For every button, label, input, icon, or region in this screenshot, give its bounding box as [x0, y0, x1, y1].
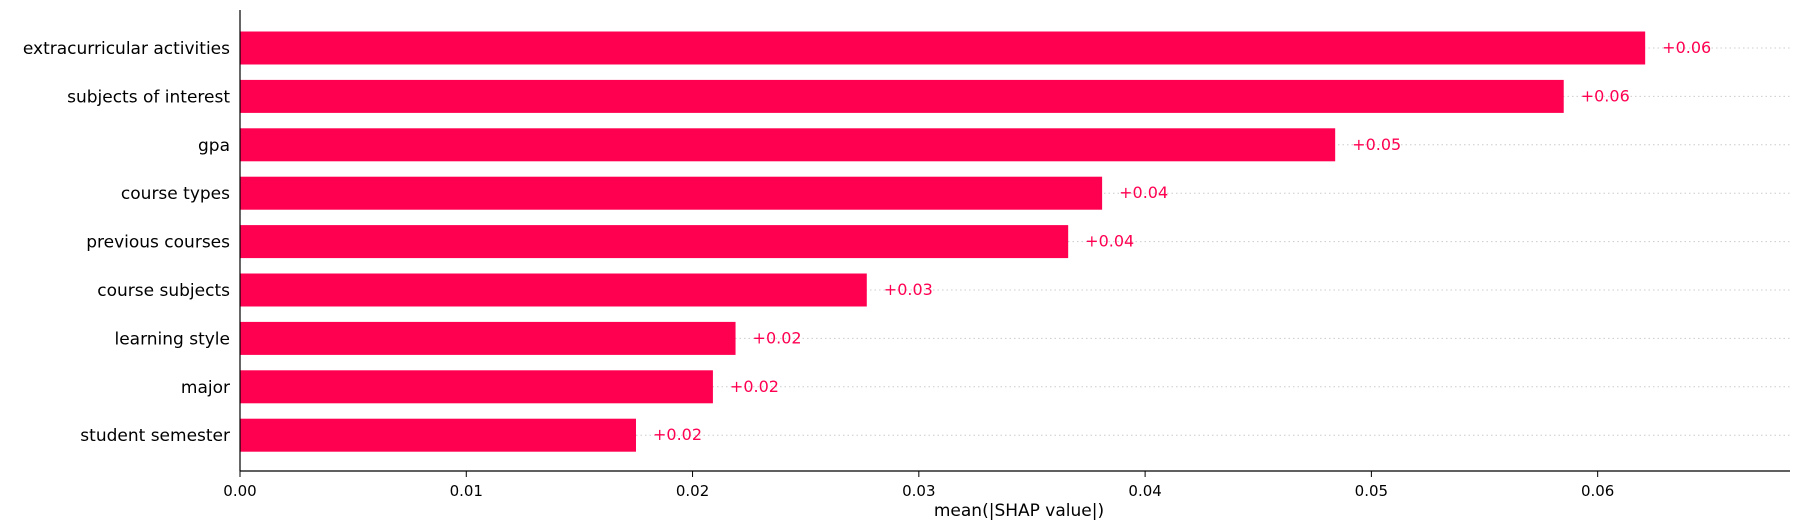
- bar-course-types: [240, 176, 1103, 210]
- category-label: course subjects: [97, 281, 230, 301]
- category-label: gpa: [198, 136, 230, 156]
- value-labels: +0.06 +0.06 +0.05 +0.04 +0.04 +0.03 +0.02 +0.02…: [653, 38, 1711, 444]
- bar-subjects-of-interest: [240, 79, 1564, 113]
- category-label: previous courses: [86, 233, 230, 253]
- value-label: +0.06: [1662, 38, 1711, 57]
- category-label: subjects of interest: [67, 87, 230, 107]
- x-tick-label: 0.00: [223, 482, 256, 500]
- x-tick-label: 0.04: [1128, 482, 1161, 500]
- x-tick-label: 0.06: [1581, 482, 1614, 500]
- category-label: extracurricular activities: [23, 39, 230, 59]
- axes: 0.00 0.01 0.02 0.03 0.04 0.05 0.06: [223, 10, 1790, 500]
- value-label: +0.02: [653, 425, 702, 444]
- x-tick-label: 0.02: [676, 482, 709, 500]
- category-labels: extracurricular activities subjects of in…: [23, 39, 230, 446]
- value-label: +0.02: [753, 328, 802, 347]
- x-tick-label: 0.03: [902, 482, 935, 500]
- bar-major: [240, 370, 713, 404]
- value-label: +0.02: [730, 377, 779, 396]
- category-label: major: [181, 378, 230, 398]
- value-label: +0.04: [1119, 183, 1168, 202]
- value-label: +0.05: [1352, 135, 1401, 154]
- bar-gpa: [240, 128, 1336, 162]
- category-label: course types: [121, 184, 230, 204]
- bar-learning-style: [240, 321, 736, 355]
- bar-student-semester: [240, 418, 636, 452]
- x-axis-title: mean(|SHAP value|): [934, 501, 1104, 521]
- value-label: +0.04: [1085, 232, 1134, 251]
- bar-course-subjects: [240, 273, 867, 307]
- bar-extracurricular-activities: [240, 31, 1646, 65]
- category-label: learning style: [114, 329, 230, 349]
- category-label: student semester: [80, 426, 230, 446]
- x-tick-label: 0.01: [450, 482, 483, 500]
- bar-layer: [240, 31, 1646, 452]
- value-label: +0.06: [1581, 86, 1630, 105]
- x-tick-label: 0.05: [1355, 482, 1388, 500]
- value-label: +0.03: [884, 280, 933, 299]
- bar-previous-courses: [240, 225, 1069, 259]
